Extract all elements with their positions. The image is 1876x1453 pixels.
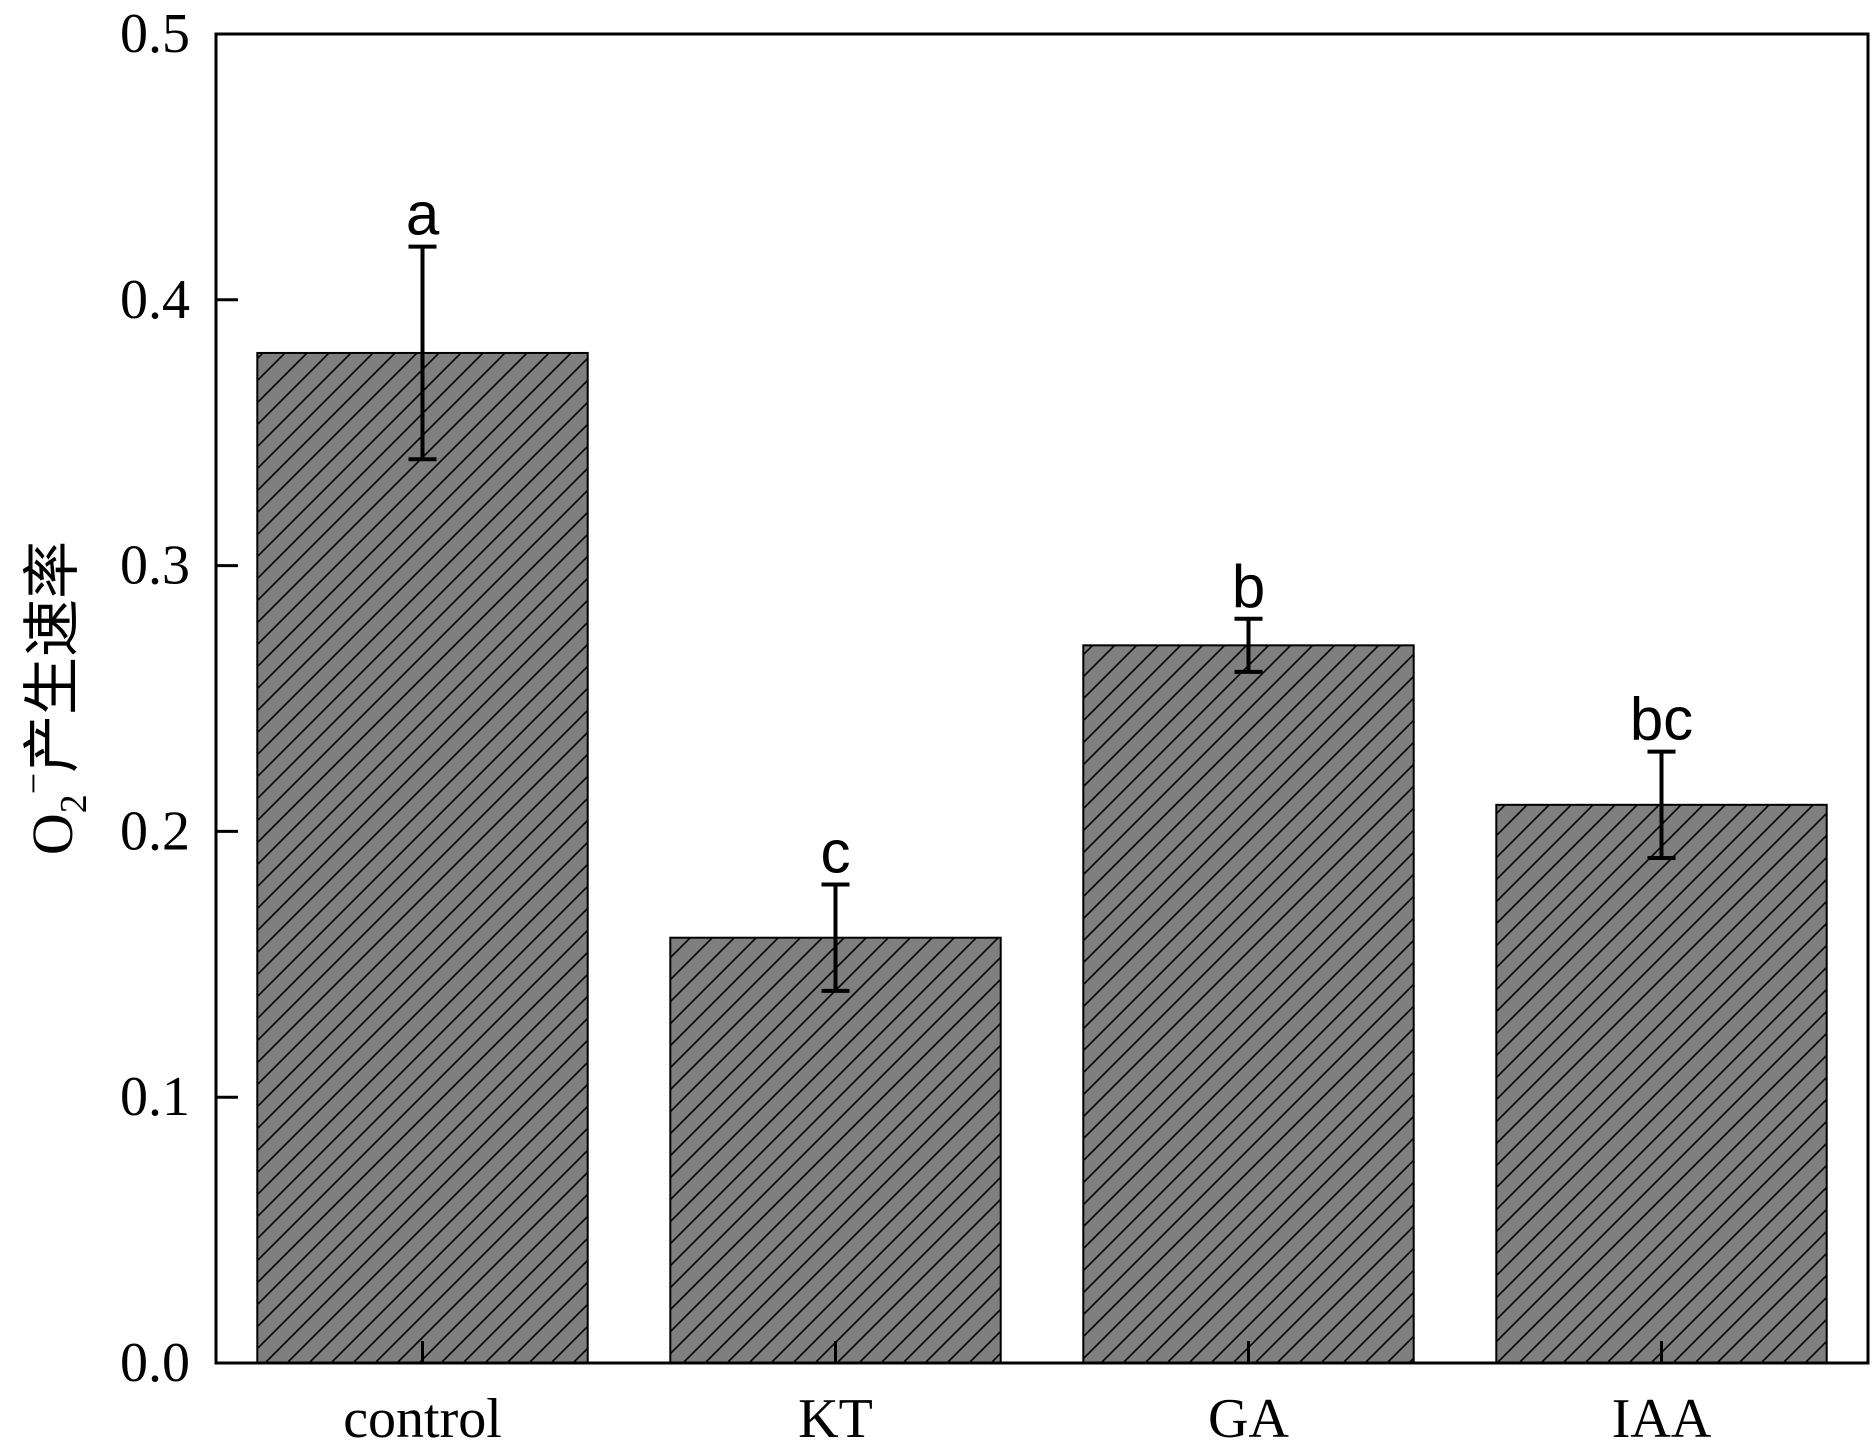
y-axis-label-superscript: − xyxy=(13,773,55,794)
error-bar-iaa xyxy=(1647,749,1676,860)
y-axis-label-subscript: 2 xyxy=(53,794,95,813)
y-axis-label: O2−产生速率 xyxy=(13,541,95,855)
significance-label-control: a xyxy=(406,181,440,248)
y-tick-label: 0.2 xyxy=(120,800,190,862)
significance-label-iaa: bc xyxy=(1630,686,1693,753)
x-tick-label-ga: GA xyxy=(1208,1388,1289,1448)
bar-iaa xyxy=(1495,803,1828,1364)
error-bars-layer xyxy=(408,244,1676,993)
significance-label-kt: c xyxy=(821,819,851,886)
bars-layer xyxy=(256,351,1828,1364)
bar-ga xyxy=(1082,644,1415,1364)
x-tick-label-control: control xyxy=(343,1388,502,1448)
plot-frame xyxy=(214,32,1870,1365)
bar-kt xyxy=(669,936,1002,1364)
y-axis-label-prefix: O xyxy=(20,813,85,855)
x-axis: control KT GA IAA xyxy=(343,1341,1712,1450)
bar-control xyxy=(256,351,589,1364)
y-axis-label-suffix: 产生速率 xyxy=(20,541,85,773)
error-bar-control xyxy=(408,244,437,462)
significance-label-ga: b xyxy=(1232,553,1265,620)
error-bar-kt xyxy=(821,882,850,993)
significance-labels-layer: a c b bc xyxy=(406,181,1693,886)
y-axis: 0.0 0.1 0.2 0.3 0.4 0.5 xyxy=(120,3,238,1394)
svg-text:O2−产生速率: O2−产生速率 xyxy=(13,541,95,855)
y-tick-label: 0.5 xyxy=(120,3,190,65)
y-tick-label: 0.4 xyxy=(120,269,190,331)
y-tick-label: 0.0 xyxy=(120,1332,190,1394)
x-tick-label-iaa: IAA xyxy=(1612,1388,1712,1448)
y-tick-label: 0.3 xyxy=(120,535,190,597)
y-tick-label: 0.1 xyxy=(120,1066,190,1128)
x-tick-label-kt: KT xyxy=(798,1388,873,1448)
error-bar-ga xyxy=(1234,616,1263,674)
